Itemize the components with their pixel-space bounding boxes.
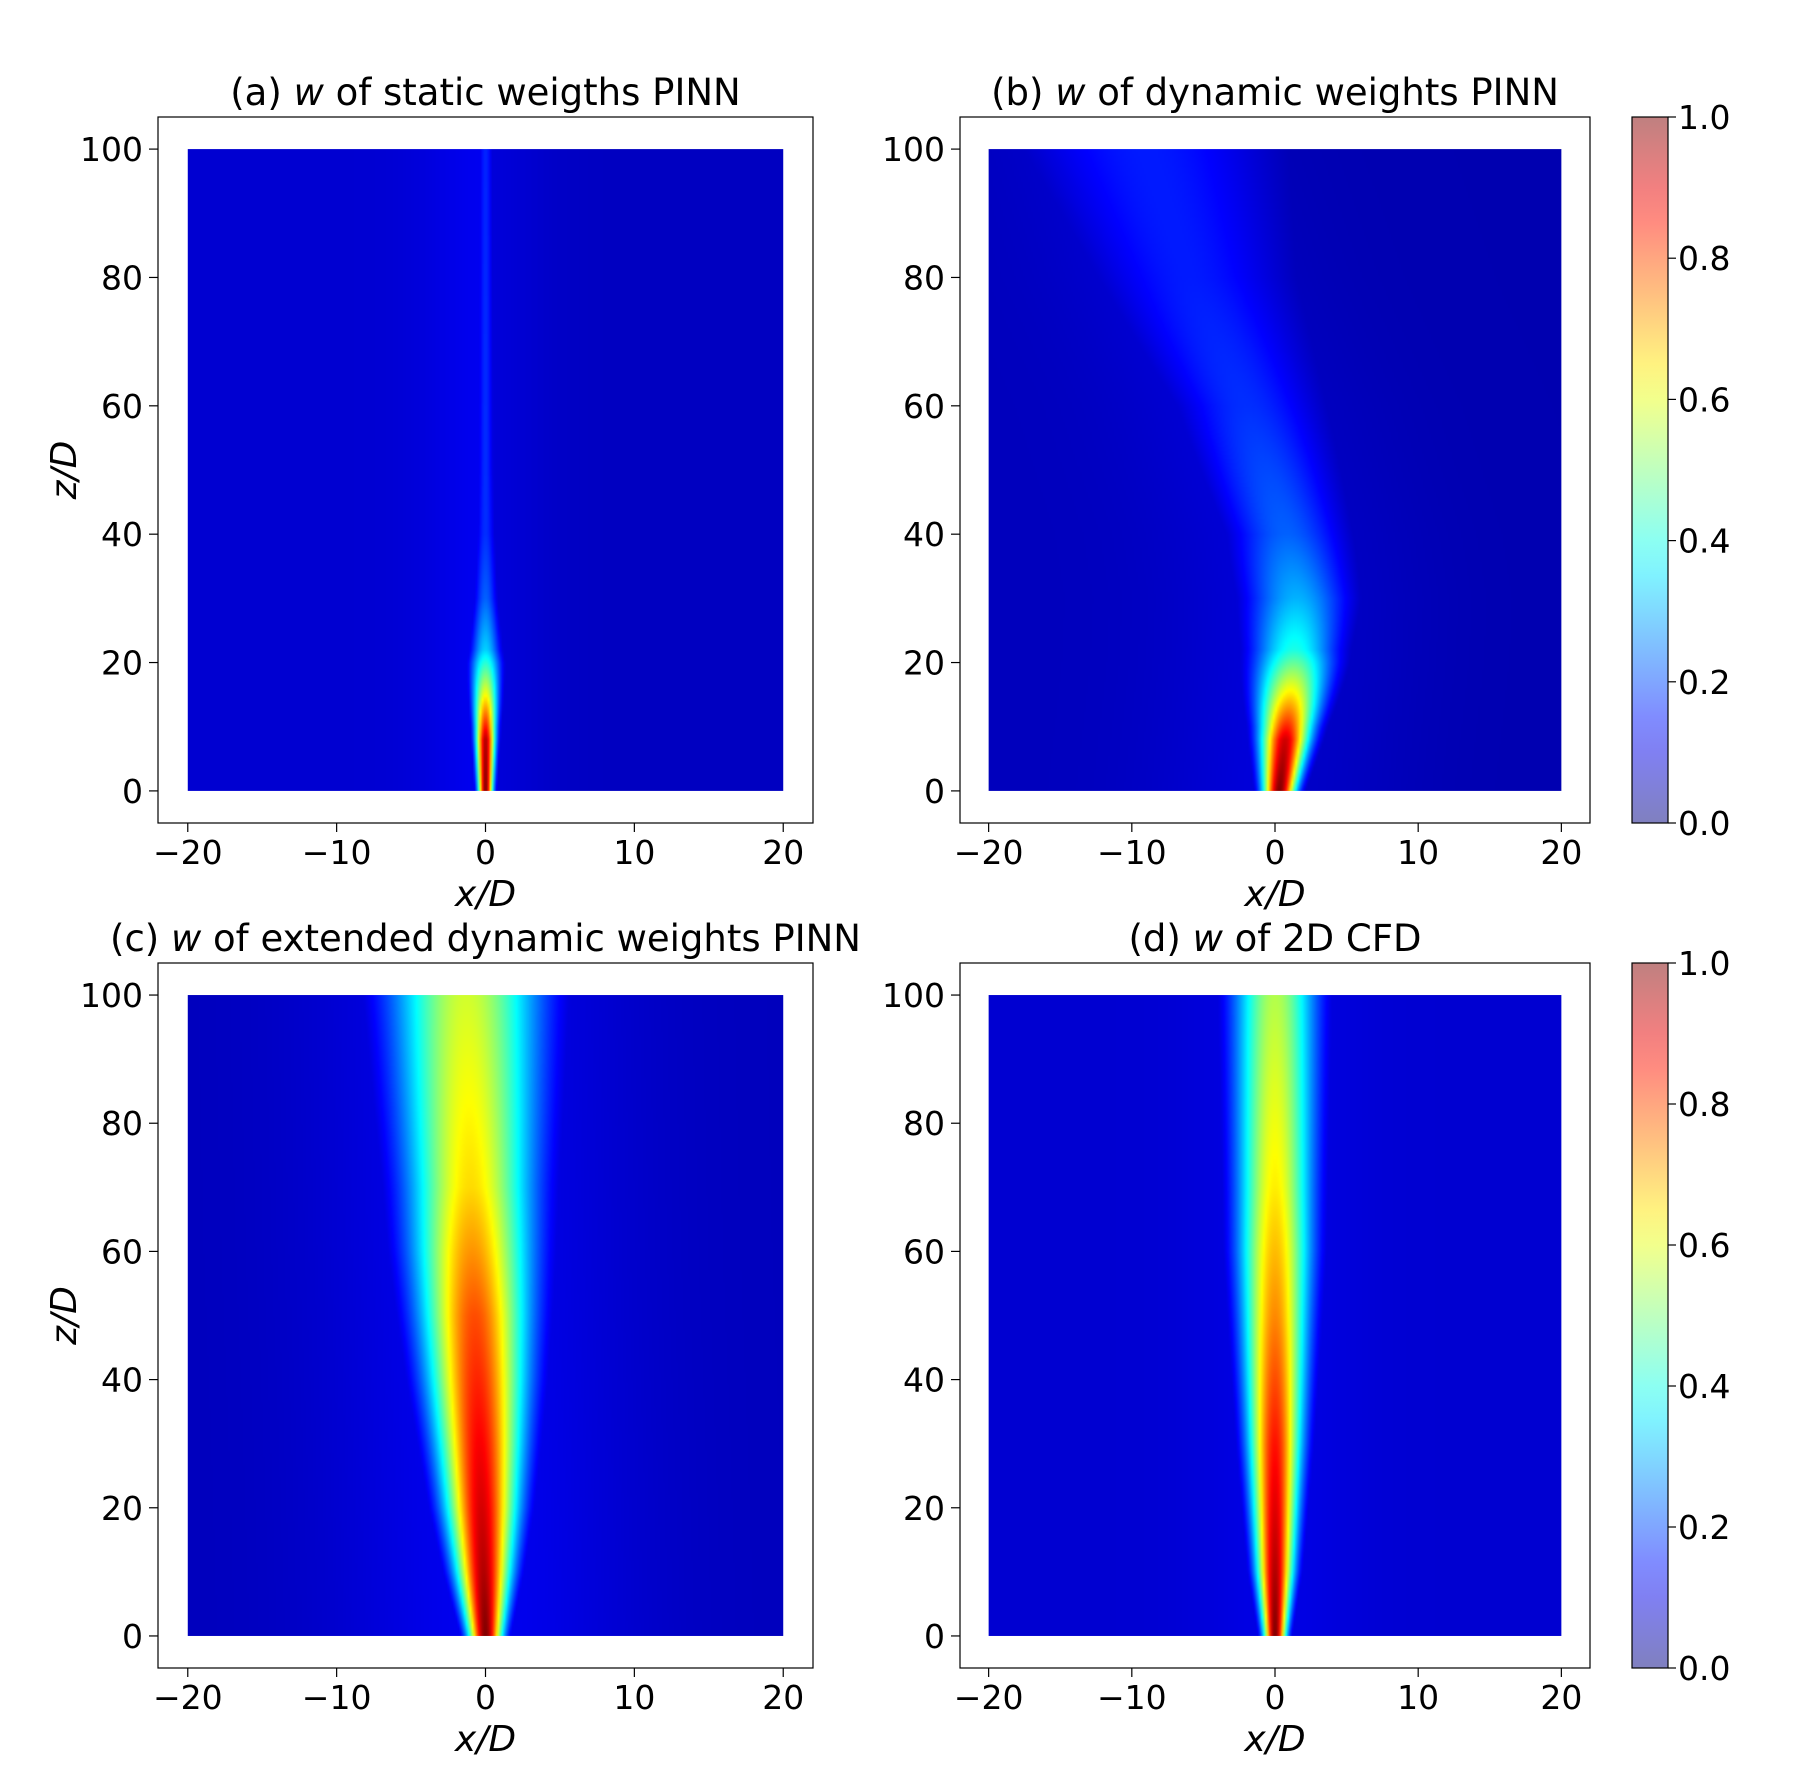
- heatmap-a: [187, 149, 784, 791]
- x-tick-label: −20: [954, 833, 1024, 872]
- x-tick-label: 10: [1397, 1678, 1439, 1717]
- title-variable: w: [1193, 917, 1224, 960]
- y-tick-label: 80: [903, 1104, 945, 1143]
- y-tick-label: 60: [903, 387, 945, 426]
- title-suffix: of static weigths PINN: [324, 71, 741, 114]
- y-tick-label: 0: [122, 1617, 143, 1656]
- x-tick-label: 10: [1397, 833, 1439, 872]
- title-prefix: (c): [110, 917, 171, 960]
- title-suffix: of 2D CFD: [1223, 917, 1422, 960]
- colorbar-tick-label: 0.8: [1678, 239, 1730, 278]
- panel-title: (d) w of 2D CFD: [1129, 917, 1422, 960]
- x-tick-label: −20: [954, 1678, 1024, 1717]
- panel-title: (a) w of static weigths PINN: [230, 71, 740, 114]
- x-axis-label: x/D: [454, 1719, 516, 1760]
- panel-b: −20 −10 0 10 20 0 20 40 60 80 100 x/D (b) w of dynam…: [882, 71, 1591, 915]
- y-tick-label: 100: [80, 130, 143, 169]
- x-tick-label: 10: [613, 833, 655, 872]
- colorbar-tick-label: 0.4: [1678, 522, 1730, 561]
- y-tick-label: 100: [80, 976, 143, 1015]
- x-tick-label: −10: [302, 1678, 372, 1717]
- title-variable: w: [294, 71, 325, 114]
- title-prefix: (a): [230, 71, 293, 114]
- colorbar-tick-label: 0.2: [1678, 1508, 1730, 1547]
- panel-c: −20 −10 0 10 20 0 20 40 60 80 100 x/D z/D (c) w of ex…: [44, 917, 861, 1760]
- panel-title: (b) w of dynamic weights PINN: [991, 71, 1559, 114]
- heatmap-d: [988, 995, 1562, 1636]
- y-tick-label: 0: [924, 772, 945, 811]
- y-tick-label: 60: [101, 387, 143, 426]
- y-tick-label: 0: [122, 772, 143, 811]
- colorbar-tick-label: 0.2: [1678, 663, 1730, 702]
- x-tick-label: 20: [1540, 833, 1582, 872]
- title-prefix: (b): [991, 71, 1055, 114]
- colorbar-tick-label: 0.0: [1678, 1649, 1730, 1688]
- x-tick-label: 0: [1265, 1678, 1286, 1717]
- y-tick-label: 40: [903, 515, 945, 554]
- x-tick-label: 0: [475, 833, 496, 872]
- panel-title: (c) w of extended dynamic weights PINN: [110, 917, 861, 960]
- y-tick-label: 40: [903, 1361, 945, 1400]
- colorbar-tick-label: 1.0: [1678, 98, 1730, 137]
- x-axis-label: x/D: [454, 874, 516, 915]
- y-tick-label: 80: [101, 1104, 143, 1143]
- x-tick-label: −20: [153, 833, 223, 872]
- title-variable: w: [171, 917, 202, 960]
- y-tick-label: 40: [101, 515, 143, 554]
- y-tick-label: 100: [882, 130, 945, 169]
- y-axis-label: z/D: [44, 1286, 85, 1346]
- panel-d: −20 −10 0 10 20 0 20 40 60 80 100 x/D (d) w of 2D CF…: [882, 917, 1591, 1760]
- y-tick-label: 0: [924, 1617, 945, 1656]
- x-tick-label: 0: [475, 1678, 496, 1717]
- x-tick-label: 0: [1265, 833, 1286, 872]
- y-tick-label: 20: [903, 1489, 945, 1528]
- title-variable: w: [1055, 71, 1086, 114]
- heatmap-c: [187, 995, 784, 1636]
- x-tick-label: −10: [302, 833, 372, 872]
- y-tick-label: 20: [101, 644, 143, 683]
- y-tick-label: 100: [882, 976, 945, 1015]
- title-prefix: (d): [1129, 917, 1193, 960]
- x-tick-label: 20: [762, 833, 804, 872]
- colorbar-tick-label: 0.0: [1678, 804, 1730, 843]
- colorbar-tick-label: 0.4: [1678, 1367, 1730, 1406]
- y-tick-label: 40: [101, 1361, 143, 1400]
- title-suffix: of extended dynamic weights PINN: [201, 917, 861, 960]
- colorbar-tick-label: 1.0: [1678, 944, 1730, 983]
- colorbar: 0.0 0.2 0.4 0.6 0.8 1.0: [1631, 98, 1730, 843]
- x-tick-label: −10: [1097, 833, 1167, 872]
- y-axis-label: z/D: [44, 441, 85, 501]
- y-tick-label: 60: [101, 1232, 143, 1271]
- colorbar-gradient: [1631, 962, 1669, 1669]
- colorbar: 0.0 0.2 0.4 0.6 0.8 1.0: [1631, 944, 1730, 1688]
- colorbar-tick-label: 0.6: [1678, 1226, 1730, 1265]
- x-tick-label: −10: [1097, 1678, 1167, 1717]
- title-suffix: of dynamic weights PINN: [1085, 71, 1558, 114]
- x-axis-label: x/D: [1243, 1719, 1305, 1760]
- x-tick-label: 20: [762, 1678, 804, 1717]
- x-tick-label: −20: [153, 1678, 223, 1717]
- x-tick-label: 10: [613, 1678, 655, 1717]
- x-axis-label: x/D: [1243, 874, 1305, 915]
- colorbar-tick-label: 0.8: [1678, 1085, 1730, 1124]
- y-tick-label: 80: [903, 258, 945, 297]
- colorbar-tick-label: 0.6: [1678, 380, 1730, 419]
- heatmap-b: [988, 149, 1562, 791]
- x-tick-label: 20: [1540, 1678, 1582, 1717]
- y-tick-label: 20: [903, 644, 945, 683]
- colorbar-gradient: [1631, 116, 1669, 824]
- y-tick-label: 80: [101, 258, 143, 297]
- y-tick-label: 60: [903, 1232, 945, 1271]
- y-tick-label: 20: [101, 1489, 143, 1528]
- panel-a: −20 −10 0 10 20 0 20 40 60 80 100 x/D z/D (a) w of st…: [44, 71, 814, 915]
